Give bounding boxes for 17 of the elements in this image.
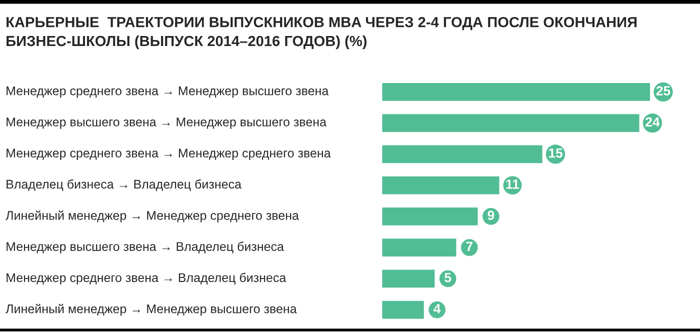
y-tick-label: Менеджер среднего звена → Владелец бизнеса bbox=[6, 272, 286, 285]
y-tick-label: Менеджер среднего звена → Менеджер высшего звена bbox=[6, 86, 329, 98]
y-tick-label: Менеджер высшего звена → Владелец бизнеса bbox=[6, 242, 284, 254]
data-label: 9 bbox=[488, 210, 494, 220]
data-label: 15 bbox=[549, 148, 563, 158]
y-tick-label: Линейный менеджер → Менеджер высшего звена bbox=[6, 304, 297, 316]
data-label: 11 bbox=[506, 180, 520, 189]
y-tick-label: Владелец бизнеса → Владелец бизнеса bbox=[6, 179, 242, 192]
y-tick-label: Менеджер среднего звена → Менеджер среднего звена bbox=[6, 148, 331, 160]
data-label: 7 bbox=[466, 242, 472, 251]
data-label: 24 bbox=[646, 117, 660, 126]
data-label: 25 bbox=[656, 86, 670, 96]
y-tick-label: Менеджер высшего звена → Менеджер высшего звена bbox=[6, 118, 326, 129]
y-tick-label: Линейный менеджер → Менеджер среднего звена bbox=[6, 210, 299, 222]
data-label: 5 bbox=[444, 273, 452, 282]
data-label: 4 bbox=[434, 304, 441, 314]
chart-title: КАРЬЕРНЫЕ ТРАЕКТОРИИ ВЫПУСКНИКОВ MBA ЧЕРЕЗ 2-4 ГОДА ПОСЛЕ ОКОНЧАНИЯ БИЗНЕС-ШКОЛЫ (ВЫПУСК 2014–2016 ГОДОВ) (%) bbox=[6, 16, 637, 50]
